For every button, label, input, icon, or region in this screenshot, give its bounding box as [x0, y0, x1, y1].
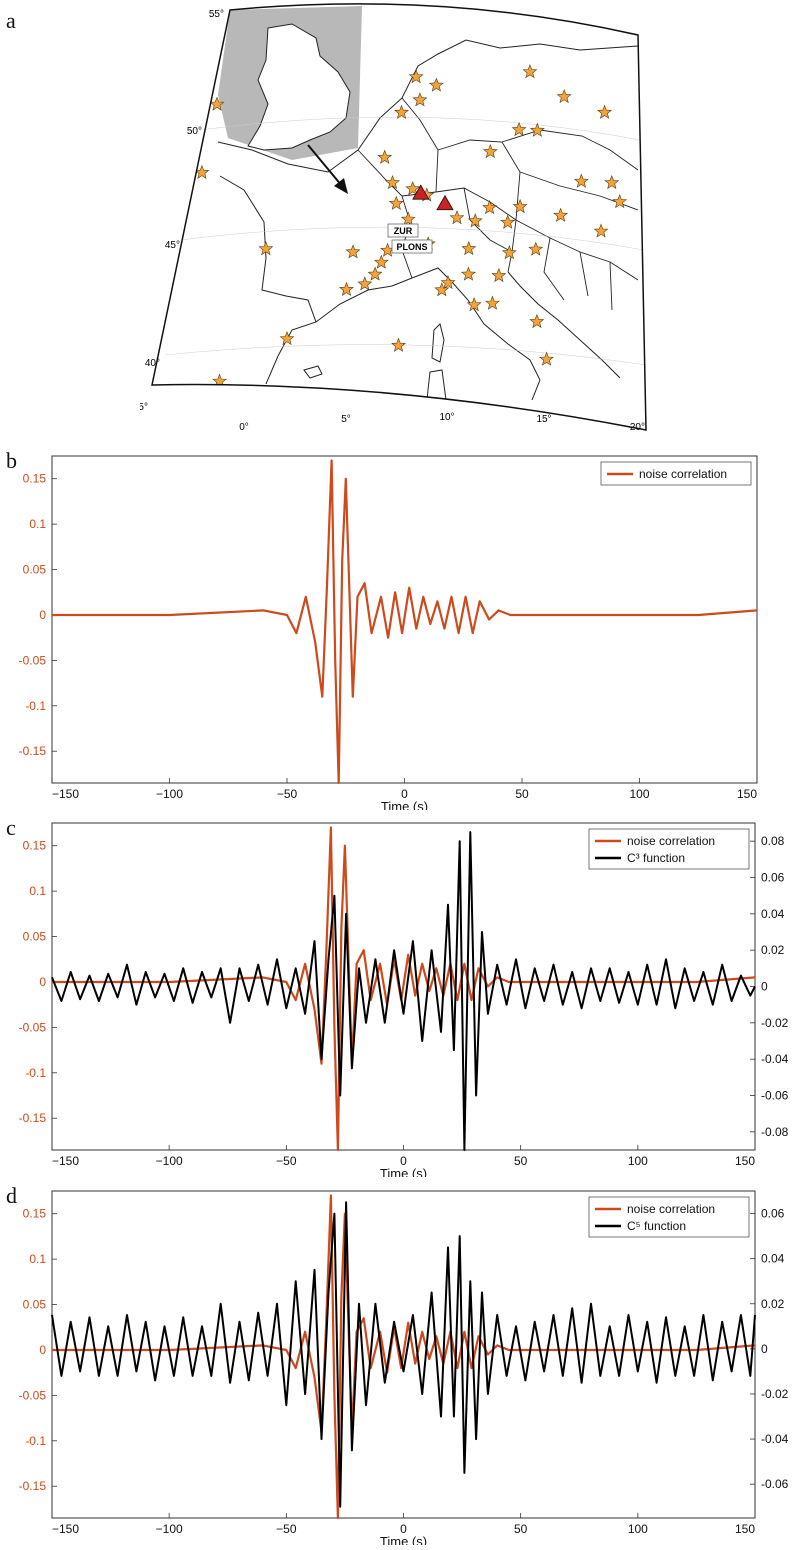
legend-label: noise correlation [627, 1202, 715, 1216]
y-tick-label-right: 0.06 [761, 871, 785, 885]
y-tick-label-right: 0 [761, 980, 768, 994]
lon-label-0: 0° [239, 422, 249, 433]
x-tick-label: −100 [156, 1154, 183, 1168]
x-tick-label: −150 [52, 1522, 79, 1536]
y-tick-label-left: 0.1 [29, 517, 46, 531]
y-tick-label-left: 0.1 [29, 1252, 46, 1266]
y-tick-label-left: 0.05 [23, 1298, 47, 1312]
x-tick-label: 100 [628, 1154, 648, 1168]
y-tick-label-right: 0.08 [761, 834, 785, 848]
x-tick-label: −150 [52, 787, 79, 801]
lon-label-5: 5° [341, 414, 351, 425]
x-tick-label: −50 [277, 787, 298, 801]
legend-label: C³ function [627, 851, 685, 865]
legend: noise correlation C⁵ function [589, 1197, 749, 1237]
svg-text:ZUR: ZUR [394, 226, 413, 236]
station-star-icon [391, 404, 404, 417]
lon-label-20: 20° [630, 422, 645, 433]
y-tick-label-left: 0.15 [23, 472, 47, 486]
x-tick-label: 50 [514, 1154, 528, 1168]
y-tick-label-right: 0.04 [761, 1252, 785, 1266]
x-tick-label: 100 [629, 787, 649, 801]
x-tick-label: −150 [52, 1154, 79, 1168]
y-tick-label-right: 0.06 [761, 1207, 785, 1221]
y-tick-label-left: 0.1 [29, 884, 46, 898]
y-tick-label-left: 0 [39, 1343, 46, 1357]
x-tick-label: 150 [735, 1154, 755, 1168]
lat-label-45: 45° [165, 240, 180, 251]
y-tick-label-left: -0.15 [19, 1479, 47, 1493]
legend: noise correlation C³ function [589, 829, 749, 869]
x-axis-label: Time (s) [381, 799, 428, 810]
x-tick-label: 150 [737, 787, 757, 801]
x-axis-label: Time (s) [380, 1166, 427, 1177]
plot-b-noise-correlation: 0.150.10.050-0.05-0.1-0.15−150 −100 −50 0 50… [0, 448, 793, 810]
y-tick-label-right: -0.06 [761, 1089, 789, 1103]
y-tick-label-left: -0.15 [19, 744, 47, 758]
y-tick-label-right: -0.02 [761, 1387, 789, 1401]
legend-label: noise correlation [627, 834, 715, 848]
y-tick-label-right: 0.02 [761, 943, 785, 957]
y-tick-label-left: 0.15 [23, 839, 47, 853]
lon-label-15: 15° [536, 414, 551, 425]
y-tick-label-left: 0.05 [23, 930, 47, 944]
lat-label-55: 55° [209, 9, 224, 20]
x-tick-label: −50 [276, 1522, 297, 1536]
lon-label-355: 355° [140, 402, 148, 413]
y-tick-label-right: -0.08 [761, 1125, 789, 1139]
plot-d-c5-function: 0.15 0.1 0.05 0 -0.05 -0.1 -0.15 0.06 0.04 0.02 0 -… [0, 1183, 793, 1545]
legend-label: C⁵ function [627, 1219, 686, 1233]
station-label-plons: PLONS [392, 240, 432, 253]
y-tick-label-left: 0.05 [23, 563, 47, 577]
y-tick-label-left: 0 [39, 975, 46, 989]
svg-text:PLONS: PLONS [396, 242, 427, 252]
y-tick-label-left: -0.1 [25, 1066, 46, 1080]
x-axis-label: Time (s) [380, 1534, 427, 1545]
lon-label-10: 10° [439, 412, 454, 423]
lat-label-40: 40° [145, 358, 160, 369]
y-tick-label-right: 0.04 [761, 907, 785, 921]
y-tick-label-right: 0.02 [761, 1297, 785, 1311]
station-map: ZUR PLONS 55° 50° 45° 40° 355° 0° 5° 10°… [140, 0, 660, 440]
y-tick-label-right: -0.04 [761, 1052, 789, 1066]
legend-label: noise correlation [639, 467, 727, 481]
station-star-icon [302, 398, 315, 411]
y-tick-label-left: -0.15 [19, 1111, 47, 1125]
y-tick-label-right: -0.02 [761, 1016, 789, 1030]
y-tick-label-left: -0.1 [25, 1434, 46, 1448]
y-tick-label-left: -0.05 [19, 653, 47, 667]
plot-c-c3-function: 0.15 0.1 0.05 0 -0.05 -0.1 -0.15 0.08 0.06 0.04 0.… [0, 815, 793, 1177]
y-tick-label-right: 0 [761, 1342, 768, 1356]
x-tick-label: 100 [628, 1522, 648, 1536]
legend: noise correlation [601, 462, 751, 485]
lat-label-50: 50° [187, 126, 202, 137]
y-tick-label-left: 0.15 [23, 1207, 47, 1221]
x-tick-label: −100 [156, 1522, 183, 1536]
x-tick-label: 150 [735, 1522, 755, 1536]
station-label-zur: ZUR [388, 224, 418, 237]
x-tick-label: 50 [514, 1522, 528, 1536]
y-tick-label-left: -0.05 [19, 1388, 47, 1402]
y-tick-label-left: 0 [39, 608, 46, 622]
x-tick-label: −50 [276, 1154, 297, 1168]
y-tick-label-left: -0.1 [25, 699, 46, 713]
y-tick-label-right: -0.04 [761, 1432, 789, 1446]
x-tick-label: −100 [156, 787, 183, 801]
panel-letter-a: a [6, 8, 16, 34]
y-tick-label-right: -0.06 [761, 1477, 789, 1491]
x-tick-label: 50 [515, 787, 529, 801]
y-tick-label-left: -0.05 [19, 1020, 47, 1034]
